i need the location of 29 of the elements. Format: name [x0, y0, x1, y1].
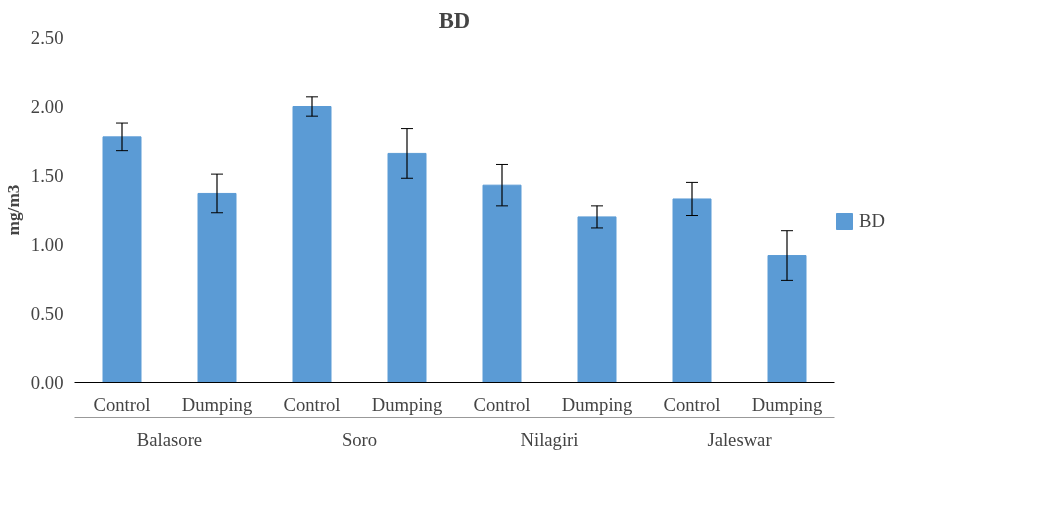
x-tick-label: Control — [663, 393, 721, 415]
legend-label: BD — [859, 210, 885, 232]
x-tick-label: Control — [93, 393, 151, 415]
y-tick-label: 2.00 — [30, 96, 64, 117]
text: Jaleswar — [707, 428, 773, 450]
x-tick-label: Dumping — [371, 393, 443, 415]
y-tick-label: 0.00 — [30, 372, 64, 393]
text: Soro — [341, 428, 378, 450]
y-tick-label: 0.50 — [30, 303, 64, 324]
x-tick-label: Control — [473, 393, 531, 415]
bar — [292, 106, 332, 383]
chart-title: BD — [438, 7, 471, 33]
x-tick-label: Dumping — [561, 393, 633, 415]
y-tick-label: 2.50 — [30, 27, 64, 48]
bar — [672, 198, 712, 383]
text: Nilagiri — [520, 428, 579, 450]
text: Balasore — [136, 428, 203, 450]
y-tick-label: 1.00 — [30, 234, 64, 255]
x-tick-label: Control — [283, 393, 341, 415]
bar — [482, 184, 522, 383]
bar — [767, 255, 807, 383]
bar — [577, 216, 617, 383]
bar — [102, 136, 142, 383]
bar — [387, 152, 427, 383]
y-tick-label: 1.50 — [30, 165, 64, 186]
x-tick-label: Dumping — [751, 393, 823, 415]
y-axis-title: mg/m3 — [3, 184, 23, 236]
bar — [197, 192, 237, 383]
x-tick-label: Dumping — [181, 393, 253, 415]
